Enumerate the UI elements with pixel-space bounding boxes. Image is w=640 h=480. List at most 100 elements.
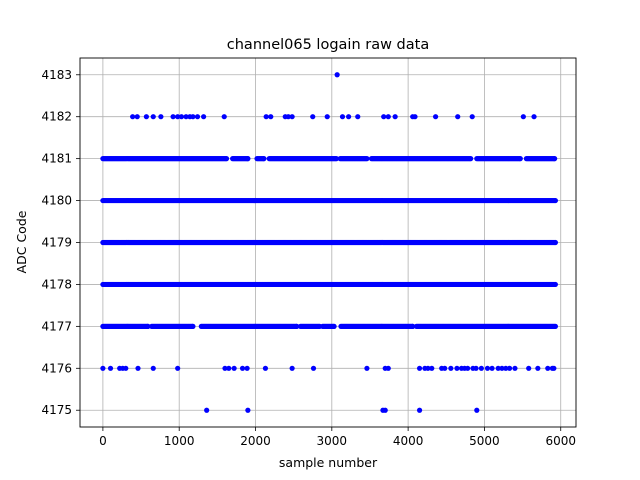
data-point — [289, 365, 295, 371]
x-tick-label: 5000 — [469, 434, 500, 448]
y-tick-label: 4175 — [41, 403, 72, 417]
data-point — [289, 114, 295, 120]
data-point — [170, 114, 176, 120]
data-point — [123, 365, 129, 371]
data-point — [531, 114, 537, 120]
data-point — [465, 365, 471, 371]
data-points — [100, 72, 558, 413]
x-axis: 0 1000 2000 3000 4000 5000 6000 — [99, 427, 576, 448]
data-point — [495, 365, 501, 371]
y-tick-label: 4182 — [41, 110, 72, 124]
data-point — [468, 156, 474, 162]
data-point — [145, 323, 151, 329]
data-point — [268, 114, 274, 120]
data-point — [222, 365, 228, 371]
data-point — [448, 365, 454, 371]
data-point — [545, 365, 551, 371]
data-point — [410, 323, 416, 329]
data-point — [392, 114, 398, 120]
data-point — [100, 365, 106, 371]
data-point — [416, 365, 423, 371]
x-tick-label: 6000 — [545, 434, 576, 448]
data-point — [294, 323, 300, 329]
data-point — [455, 114, 461, 120]
data-point — [474, 407, 480, 413]
y-tick-label: 4179 — [41, 236, 72, 250]
x-tick-label: 2000 — [240, 434, 271, 448]
data-point — [150, 114, 156, 120]
data-point — [503, 365, 509, 371]
y-tick-label: 4183 — [41, 68, 72, 82]
data-point — [231, 365, 237, 371]
data-point — [469, 114, 475, 120]
data-point — [334, 72, 340, 78]
data-point — [244, 365, 250, 371]
data-point — [226, 365, 232, 371]
data-point — [339, 114, 346, 120]
data-point — [175, 114, 181, 120]
data-point — [364, 365, 370, 371]
data-point — [135, 365, 141, 371]
data-point — [333, 156, 339, 162]
y-tick-label: 4181 — [41, 152, 72, 166]
y-tick-label: 4177 — [41, 319, 72, 333]
data-point — [385, 114, 391, 120]
data-point — [134, 114, 140, 120]
data-point — [489, 365, 495, 371]
data-point — [478, 365, 484, 371]
data-point — [442, 365, 448, 371]
data-point — [178, 114, 185, 120]
data-point — [158, 114, 164, 120]
data-point — [454, 365, 460, 371]
y-axis: 4175 4176 4177 4178 4179 4180 4181 4182 4183 — [41, 68, 80, 417]
y-tick-label: 4178 — [41, 277, 72, 291]
data-point — [473, 365, 479, 371]
data-point — [552, 323, 558, 329]
data-point — [310, 365, 317, 371]
data-point — [429, 365, 435, 371]
data-point — [412, 114, 418, 120]
data-point — [552, 239, 558, 246]
data-point — [551, 365, 557, 371]
data-point — [130, 114, 136, 120]
data-point — [382, 407, 388, 413]
data-point — [535, 365, 541, 371]
data-point — [183, 114, 189, 120]
chart-title: channel065 logain raw data — [227, 37, 429, 53]
data-point — [261, 156, 267, 162]
data-point — [150, 365, 156, 371]
data-point — [107, 365, 114, 371]
x-tick-label: 0 — [99, 434, 107, 448]
data-point — [143, 114, 149, 120]
x-tick-label: 1000 — [164, 434, 195, 448]
data-point — [507, 365, 513, 371]
data-point — [331, 323, 337, 329]
data-point — [499, 365, 505, 371]
data-point — [355, 114, 361, 120]
data-point — [416, 407, 423, 413]
data-point — [484, 365, 491, 371]
data-point — [526, 365, 532, 371]
data-point — [194, 114, 201, 120]
data-point — [324, 114, 330, 120]
data-point — [223, 156, 230, 162]
data-point — [221, 114, 227, 120]
x-tick-label: 4000 — [393, 434, 424, 448]
data-point — [204, 407, 210, 413]
data-point — [262, 365, 269, 371]
data-point — [425, 365, 431, 371]
data-point — [432, 114, 439, 120]
data-point — [245, 407, 251, 413]
data-point — [239, 365, 246, 371]
data-point — [346, 114, 352, 120]
data-point — [263, 114, 269, 120]
data-point — [364, 156, 370, 162]
data-point — [285, 114, 291, 120]
y-tick-label: 4176 — [41, 361, 72, 375]
data-point — [385, 365, 391, 371]
y-tick-label: 4180 — [41, 194, 72, 208]
y-axis-label: ADC Code — [14, 210, 29, 273]
data-point — [201, 114, 207, 120]
data-point — [381, 114, 387, 120]
